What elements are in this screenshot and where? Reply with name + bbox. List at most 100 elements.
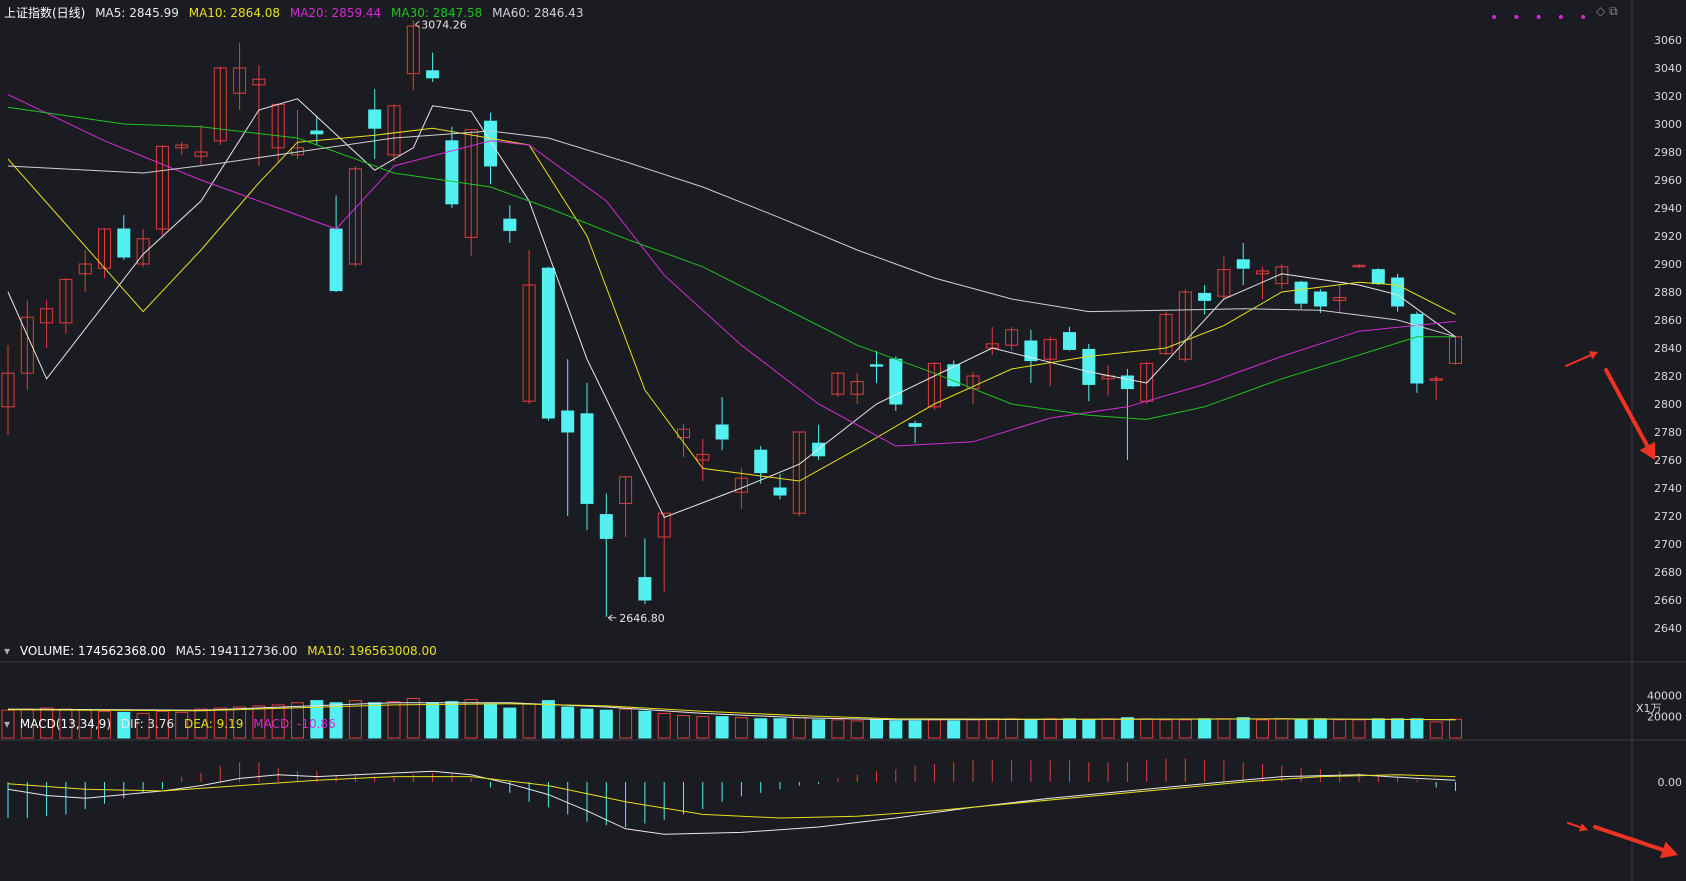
candle	[657, 512, 671, 592]
candle	[831, 371, 845, 397]
volume-bar	[233, 706, 247, 739]
volume-bar	[310, 700, 324, 739]
y-tick-label: 3040	[1654, 62, 1682, 75]
candle	[1313, 289, 1327, 313]
candle	[1352, 264, 1366, 269]
candlestick-panel[interactable]	[1, 20, 1462, 617]
volume-bar	[947, 720, 961, 739]
macd-dea-line	[7, 774, 1456, 819]
candle	[194, 125, 208, 165]
volume-bar	[1198, 718, 1212, 739]
candle	[1294, 280, 1308, 309]
candle-body	[792, 431, 806, 514]
candle-body	[599, 514, 613, 539]
candle	[175, 142, 189, 155]
candle	[1217, 255, 1231, 299]
legend-ma30: MA30: 2847.58	[391, 6, 483, 20]
candle-body	[1024, 340, 1038, 362]
annotations-layer: 3074.26 2646.80	[415, 18, 1678, 859]
window-controls[interactable]: ◇ ⧉	[1596, 4, 1618, 19]
candle-body	[213, 67, 227, 142]
macd-legend: ▾ MACD(13,34,9) DIF: 3.76 DEA: 9.19 MACD…	[4, 717, 342, 731]
candle	[1275, 264, 1289, 290]
candle	[1178, 289, 1192, 362]
candle-body	[908, 423, 922, 427]
candle-body	[657, 512, 671, 538]
candle-body	[1429, 378, 1443, 381]
candle-body	[1275, 266, 1289, 285]
candle	[599, 493, 613, 617]
collapse-macd-icon[interactable]: ▾	[4, 717, 11, 731]
legend-volume: VOLUME: 174562368.00	[19, 644, 166, 658]
y-tick-label: 2640	[1654, 622, 1682, 635]
candle	[1371, 268, 1385, 285]
candle	[947, 360, 961, 388]
y-tick-label: 2720	[1654, 510, 1682, 523]
low-marker-arrow	[608, 614, 617, 622]
volume-bar	[98, 710, 111, 739]
candle	[233, 42, 247, 110]
macd-dif-line	[7, 770, 1456, 835]
candle	[1120, 369, 1134, 460]
arrow-head	[1639, 441, 1656, 460]
candle-body	[78, 263, 92, 275]
candle	[889, 356, 903, 411]
collapse-volume-icon[interactable]: ▾	[4, 644, 11, 658]
arrow-shaft	[1567, 822, 1582, 829]
annotation-arrow-macd-small	[1567, 822, 1588, 832]
volume-panel[interactable]	[1, 697, 1462, 739]
candle-body	[252, 78, 266, 86]
y-tick-label: 2900	[1654, 258, 1682, 271]
volume-bar	[870, 719, 883, 739]
macd-tick-label: 0.00	[1658, 776, 1683, 789]
y-tick-label: 2940	[1654, 202, 1682, 215]
candle-body	[580, 413, 594, 504]
legend-dif: DIF: 3.76	[120, 717, 175, 731]
candle-body	[850, 381, 864, 395]
y-tick-label: 3060	[1654, 34, 1682, 47]
y-tick-label: 2780	[1654, 426, 1682, 439]
volume-bar	[812, 719, 826, 739]
candle	[715, 397, 729, 451]
candle-body	[1256, 270, 1269, 275]
candle-body	[426, 70, 440, 79]
candle-body	[1005, 329, 1019, 346]
candle	[136, 229, 150, 267]
restore-icon[interactable]: ⧉	[1609, 4, 1618, 18]
volume-bar	[1352, 719, 1366, 739]
candle-body	[1391, 277, 1405, 307]
y-tick-label: 3000	[1654, 118, 1682, 131]
annotation-arrow-down	[1604, 368, 1656, 460]
candle	[78, 250, 92, 292]
volume-bar	[561, 706, 575, 739]
candle	[20, 300, 34, 390]
candle	[155, 145, 169, 236]
indicator-dots: •••••	[1490, 10, 1602, 26]
candle-body	[638, 577, 652, 601]
macd-panel[interactable]	[7, 758, 1456, 835]
y-tick-label: 2920	[1654, 230, 1682, 243]
candle	[850, 373, 864, 404]
diamond-icon[interactable]: ◇	[1596, 4, 1606, 18]
volume-bar	[1410, 718, 1424, 739]
volume-bar	[445, 701, 459, 739]
volume-bar	[1294, 719, 1308, 739]
candle-body	[503, 218, 517, 231]
candle	[59, 278, 73, 334]
volume-bar	[1159, 719, 1173, 739]
volume-bar	[271, 704, 285, 739]
volume-bar	[175, 711, 189, 739]
volume-bar	[117, 711, 131, 739]
price-axis: 3060 3040 3020 3000 2980 2960 2940 2920 2900 2880…	[1647, 34, 1682, 789]
candle-body	[696, 453, 710, 461]
candle-body	[889, 358, 903, 405]
candle	[580, 383, 594, 530]
ma-line-ma60	[7, 130, 1456, 338]
candle	[1429, 376, 1443, 400]
volume-bar	[1063, 718, 1076, 739]
legend-ma5: MA5: 2845.99	[95, 6, 179, 20]
candle-body	[1063, 332, 1076, 350]
candle	[541, 266, 555, 421]
volume-bar	[368, 702, 382, 739]
